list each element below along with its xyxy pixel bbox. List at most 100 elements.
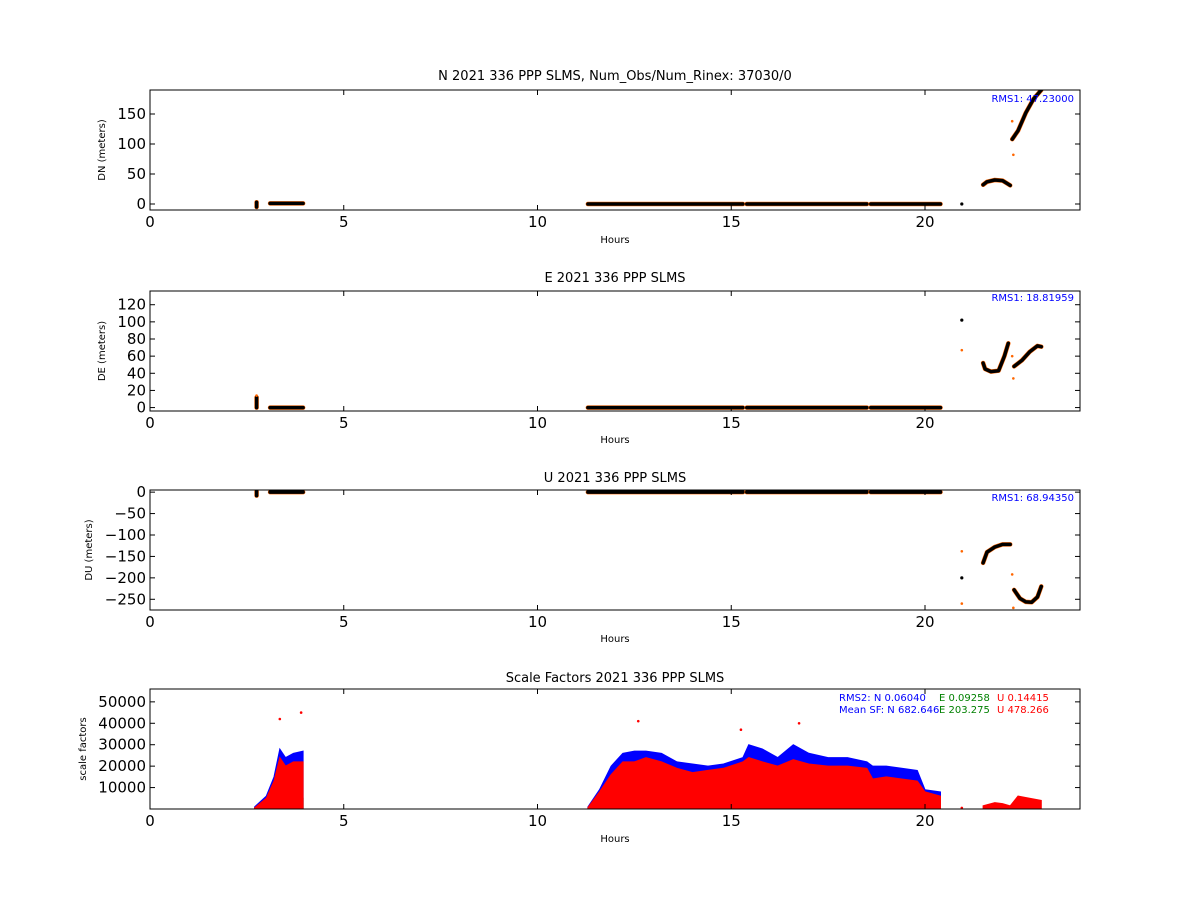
panel-sf-xlabel: Hours <box>600 834 629 845</box>
panel-sf-xtick-label: 0 <box>145 812 155 830</box>
panel-sf-ytick-label: 40000 <box>98 714 146 732</box>
panel-e-ytick-label: 20 <box>127 381 146 399</box>
panel-u-axes: 0 5 10 15 20 0 −50 −100 −150 −200 −250 <box>105 483 1080 631</box>
panel-u-rms: RMS1: 68.94350 <box>991 493 1074 504</box>
panel-sf-point <box>960 806 964 809</box>
panel-e-data <box>254 318 1044 410</box>
panel-e-track <box>1012 344 1044 369</box>
panel-e-ylabel: DE (meters) <box>97 321 108 381</box>
panel-u-ytick-label: −150 <box>105 547 146 565</box>
panel-e-point <box>1012 377 1015 380</box>
panel-u: U 2021 336 PPP SLMS 0 5 10 15 20 0 −50 −100 −150… <box>84 471 1081 645</box>
panel-n-track <box>981 178 1012 188</box>
panel-e: E 2021 336 PPP SLMS 0 5 10 15 20020406080100… <box>97 271 1081 446</box>
panel-e-xtick-label: 0 <box>145 414 155 432</box>
panel-e-ytick-label: 40 <box>127 364 146 382</box>
panel-n: N 2021 336 PPP SLMS, Num_Obs/Num_Rinex: … <box>97 69 1081 246</box>
panel-u-xtick-label: 5 <box>339 613 349 631</box>
panel-n-xlabel: Hours <box>600 235 629 246</box>
panel-u-xtick-label: 20 <box>915 613 934 631</box>
panel-n-point <box>1012 153 1015 157</box>
panel-e-xtick-label: 20 <box>915 414 934 432</box>
panel-n-ytick-label: 50 <box>127 165 146 183</box>
panel-u-ytick-label: 0 <box>136 483 146 501</box>
panel-e-rms: RMS1: 18.81959 <box>991 293 1074 304</box>
panel-u-ytick-label: −250 <box>105 590 146 608</box>
panel-u-xtick-label: 0 <box>145 613 155 631</box>
panel-sf-series-u <box>254 756 304 809</box>
panel-sf-xtick-label: 15 <box>722 812 741 830</box>
panel-e-point <box>1010 354 1014 358</box>
panel-n-point <box>1010 119 1014 123</box>
panel-n-ytick-label: 100 <box>117 135 146 153</box>
panel-sf-rms2-e: E 0.09258 <box>939 693 990 704</box>
panel-e-ytick-label: 120 <box>117 296 146 314</box>
panel-e-xtick-label: 5 <box>339 414 349 432</box>
panel-e-ytick-label: 0 <box>136 399 146 417</box>
panel-sf-rms2-n: RMS2: N 0.06040 <box>839 693 926 704</box>
panel-sf-axes: 0 5 10 15 20 10000 20000 30000 40000 50000 <box>98 689 1080 830</box>
panel-sf-mean-u: U 478.266 <box>997 705 1049 716</box>
panel-n-ylabel: DN (meters) <box>97 119 108 181</box>
panel-sf-rms2-u: U 0.14415 <box>997 693 1049 704</box>
panel-n-frame <box>149 89 1081 211</box>
panel-sf: Scale Factors 2021 336 PPP SLMS 0 5 10 15 20… <box>78 671 1081 845</box>
panel-sf-title: Scale Factors 2021 336 PPP SLMS <box>506 671 725 686</box>
panel-sf-ytick-label: 30000 <box>98 736 146 754</box>
panel-sf-point <box>739 728 743 732</box>
panel-e-frame <box>149 290 1081 412</box>
panel-sf-data <box>254 711 1042 809</box>
panel-u-xlabel: Hours <box>600 634 629 645</box>
panel-e-title: E 2021 336 PPP SLMS <box>544 271 685 286</box>
panel-sf-point <box>299 711 303 714</box>
panel-n-rms: RMS1: 47.23000 <box>991 94 1074 105</box>
panel-u-xtick-label: 15 <box>722 613 741 631</box>
panel-u-point <box>1010 573 1014 576</box>
panel-n-xtick-label: 15 <box>722 213 741 231</box>
panel-sf-point <box>636 719 640 723</box>
panel-sf-frame <box>149 688 1081 810</box>
panel-sf-ytick-label: 50000 <box>98 693 146 711</box>
panel-n-xtick-label: 20 <box>915 213 934 231</box>
panel-n-axes: 0 5 10 15 20 0 50 100 150 <box>117 90 1080 231</box>
panel-u-point <box>960 549 964 553</box>
panel-sf-ylabel: scale factors <box>78 717 89 780</box>
panel-sf-point <box>797 721 801 725</box>
panel-u-frame <box>149 489 1081 611</box>
panel-n-title: N 2021 336 PPP SLMS, Num_Obs/Num_Rinex: … <box>438 69 792 84</box>
panel-sf-mean-n: Mean SF: N 682.646 <box>839 705 939 716</box>
panel-e-ytick-label: 80 <box>127 330 146 348</box>
panel-n-track <box>1010 90 1044 141</box>
panel-n-point <box>960 202 964 206</box>
panel-e-xtick-label: 10 <box>528 414 547 432</box>
panel-u-point <box>960 602 964 605</box>
panel-sf-xtick-label: 5 <box>339 812 349 830</box>
panel-u-data <box>254 490 1044 610</box>
panel-u-ytick-label: −50 <box>114 505 146 523</box>
panel-u-title: U 2021 336 PPP SLMS <box>544 471 686 486</box>
panel-e-point <box>255 394 258 397</box>
panel-u-point <box>1012 606 1015 610</box>
panel-e-xtick-label: 15 <box>722 414 741 432</box>
panel-e-point <box>960 348 964 352</box>
panel-u-point <box>960 576 964 580</box>
panel-n-xtick-label: 10 <box>528 213 547 231</box>
panel-sf-point <box>278 717 282 721</box>
panel-u-track <box>1012 584 1044 605</box>
panel-sf-ytick-label: 10000 <box>98 779 146 797</box>
panel-n-ytick-label: 150 <box>117 105 146 123</box>
panel-n-ytick-label: 0 <box>136 195 146 213</box>
panel-u-ytick-label: −100 <box>105 526 146 544</box>
panel-sf-xtick-label: 20 <box>915 812 934 830</box>
panel-e-ytick-label: 60 <box>127 347 146 365</box>
panel-e-point <box>960 318 964 322</box>
panel-n-data <box>254 90 1044 210</box>
panel-u-track <box>981 542 1012 565</box>
panel-e-xlabel: Hours <box>600 435 629 446</box>
panel-n-xtick-label: 0 <box>145 213 155 231</box>
panel-sf-mean-e: E 203.275 <box>939 705 990 716</box>
panel-u-xtick-label: 10 <box>528 613 547 631</box>
panel-u-ylabel: DU (meters) <box>84 519 95 580</box>
